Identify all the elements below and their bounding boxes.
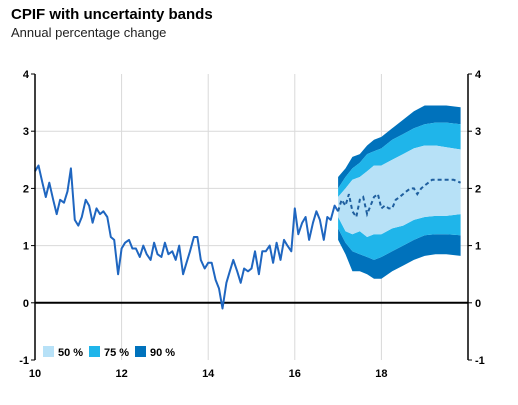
legend-label: 90 % [150, 347, 175, 359]
y-tick-label-right: 3 [475, 126, 481, 138]
y-tick-label-right: -1 [475, 355, 485, 367]
band-90-lower [338, 228, 461, 279]
axes: -1 -10 01 12 23 34 410 12 14 16 18 [19, 69, 485, 380]
series-lines [34, 164, 461, 310]
cpif-forecast-line [337, 178, 461, 220]
band-90-upper [338, 105, 461, 189]
y-tick-label-left: 2 [23, 183, 29, 195]
legend: 50 % 75 % 90 % [43, 346, 175, 359]
x-tick-label: 18 [375, 368, 387, 380]
y-tick-label-left: 1 [23, 241, 29, 253]
x-tick-label: 14 [202, 368, 215, 380]
band-75-lower [338, 214, 461, 260]
legend-label: 50 % [58, 347, 83, 359]
y-tick-label-left: -1 [19, 355, 29, 367]
band-75-upper [338, 122, 461, 197]
y-tick-label-right: 4 [475, 69, 482, 81]
y-tick-label-right: 0 [475, 298, 481, 310]
legend-label: 75 % [104, 347, 129, 359]
chart-subtitle: Annual percentage change [11, 25, 167, 40]
legend-swatch [89, 346, 100, 357]
legend-swatch [43, 346, 54, 357]
y-tick-label-right: 1 [475, 241, 481, 253]
y-tick-label-left: 3 [23, 126, 29, 138]
cpif-history-line [34, 164, 339, 310]
legend-swatch [135, 346, 146, 357]
x-tick-label: 12 [115, 368, 127, 380]
y-tick-label-right: 2 [475, 183, 481, 195]
y-tick-label-left: 0 [23, 298, 29, 310]
chart-title: CPIF with uncertainty bands [11, 6, 213, 23]
band-50 [338, 145, 461, 237]
y-tick-label-left: 4 [23, 69, 30, 81]
x-tick-label: 16 [289, 368, 301, 380]
uncertainty-bands [338, 105, 461, 279]
x-tick-label: 10 [29, 368, 41, 380]
